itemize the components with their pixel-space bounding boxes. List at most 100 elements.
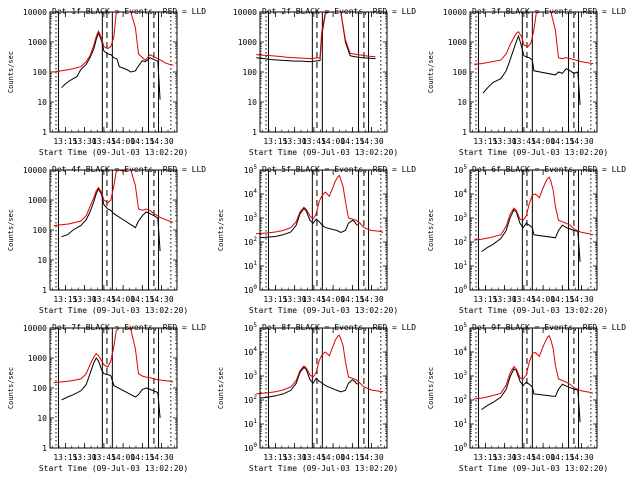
x-tick-label: 14:30 (360, 453, 384, 462)
x-tick-label: 13:45 (512, 453, 536, 462)
y-tick-label: 1 (462, 128, 467, 137)
y-tick-label: 105 (454, 322, 468, 333)
y-tick-label: 105 (454, 164, 468, 175)
y-tick-label: 100 (243, 68, 258, 77)
y-tick-label: 1000 (28, 38, 47, 47)
events-series-line (482, 34, 581, 105)
plot-frame (259, 169, 388, 291)
x-tick-label: 13:30 (283, 295, 307, 304)
x-tick-label: 13:45 (302, 453, 326, 462)
x-tick-label: 13:45 (512, 137, 536, 146)
y-axis-label: Counts/sec (427, 51, 435, 93)
y-tick-label: 1 (42, 286, 47, 295)
x-axis-label: Start Time (09-Jul-03 13:02:20) (249, 464, 398, 473)
x-tick-label: 14:00 (531, 137, 555, 146)
x-tick-label: 13:45 (92, 137, 116, 146)
x-tick-label: 14:30 (360, 295, 384, 304)
x-tick-label: 13:45 (92, 295, 116, 304)
x-tick-label: 14:15 (550, 137, 574, 146)
x-tick-label: 14:00 (531, 295, 555, 304)
y-tick-label: 10000 (233, 8, 257, 17)
y-tick-label: 101 (454, 260, 468, 271)
plot-frame (469, 11, 598, 133)
y-axis-label: Counts/sec (7, 51, 15, 93)
plot-frame (49, 11, 178, 133)
y-tick-label: 105 (244, 322, 258, 333)
y-tick-label: 10 (37, 98, 47, 107)
y-tick-label: 102 (454, 236, 468, 247)
y-axis-label: Counts/sec (217, 209, 225, 251)
lld-series-line (53, 327, 174, 384)
x-tick-label: 14:15 (340, 295, 364, 304)
x-tick-label: 13:15 (473, 295, 497, 304)
x-tick-label: 14:00 (531, 453, 555, 462)
x-tick-label: 14:00 (111, 453, 135, 462)
x-tick-label: 13:45 (302, 137, 326, 146)
y-axis-label: Counts/sec (427, 367, 435, 409)
x-axis-label: Start Time (09-Jul-03 13:02:20) (249, 148, 398, 157)
x-tick-label: 14:30 (570, 453, 594, 462)
plot-frame (259, 11, 388, 133)
y-tick-label: 1 (42, 128, 47, 137)
chart-panel-8: Det 8f BLACK = Events, RED = LLDCounts/s… (217, 322, 416, 473)
x-tick-label: 13:15 (53, 137, 77, 146)
x-axis-label: Start Time (09-Jul-03 13:02:20) (249, 306, 398, 315)
y-tick-label: 10000 (443, 8, 467, 17)
y-tick-label: 100 (453, 68, 468, 77)
x-tick-label: 14:00 (111, 137, 135, 146)
events-series-line (259, 366, 359, 399)
y-tick-label: 103 (454, 370, 468, 381)
x-tick-label: 14:30 (570, 295, 594, 304)
x-tick-label: 14:30 (570, 137, 594, 146)
y-tick-label: 101 (244, 260, 258, 271)
x-axis-label: Start Time (09-Jul-03 13:02:20) (459, 148, 608, 157)
events-series-line (61, 31, 161, 100)
x-tick-label: 13:30 (493, 453, 517, 462)
chart-panel-9: Det 9f BLACK = Events, RED = LLDCounts/s… (427, 322, 626, 473)
x-tick-label: 13:45 (302, 295, 326, 304)
y-tick-label: 10 (37, 414, 47, 423)
x-tick-label: 14:15 (130, 295, 154, 304)
x-tick-label: 14:30 (150, 453, 174, 462)
y-axis-label: Counts/sec (7, 209, 15, 251)
y-tick-label: 103 (454, 212, 468, 223)
lld-series-line (256, 174, 384, 235)
y-tick-label: 10000 (23, 166, 47, 175)
lld-series-line (256, 11, 376, 60)
y-tick-label: 104 (454, 346, 468, 357)
x-tick-label: 14:00 (111, 295, 135, 304)
y-tick-label: 1000 (238, 38, 257, 47)
x-tick-label: 14:30 (150, 295, 174, 304)
x-tick-label: 14:00 (321, 295, 345, 304)
y-tick-label: 100 (244, 442, 258, 453)
x-tick-label: 13:30 (283, 453, 307, 462)
x-tick-label: 14:15 (550, 453, 574, 462)
y-tick-label: 10000 (23, 324, 47, 333)
y-tick-label: 10 (247, 98, 257, 107)
chart-panel-1: Det 1f BLACK = Events, RED = LLDCounts/s… (7, 7, 206, 157)
x-tick-label: 13:30 (493, 295, 517, 304)
y-tick-label: 102 (244, 236, 258, 247)
y-tick-label: 101 (244, 418, 258, 429)
y-tick-label: 101 (454, 418, 468, 429)
y-tick-label: 100 (33, 68, 48, 77)
x-tick-label: 14:15 (340, 453, 364, 462)
x-tick-label: 14:00 (321, 137, 345, 146)
lld-series-line (473, 334, 594, 400)
lld-series-line (53, 169, 174, 227)
y-tick-label: 103 (244, 212, 258, 223)
x-tick-label: 13:15 (263, 137, 287, 146)
y-tick-label: 104 (244, 188, 258, 199)
events-series-line (61, 187, 161, 252)
y-axis-label: Counts/sec (427, 209, 435, 251)
y-tick-label: 1 (42, 444, 47, 453)
x-tick-label: 13:45 (92, 453, 116, 462)
events-series-line (481, 208, 581, 262)
x-tick-label: 13:15 (53, 453, 77, 462)
x-tick-label: 13:15 (263, 295, 287, 304)
x-tick-label: 14:15 (340, 137, 364, 146)
x-tick-label: 14:15 (130, 453, 154, 462)
x-axis-label: Start Time (09-Jul-03 13:02:20) (39, 148, 188, 157)
